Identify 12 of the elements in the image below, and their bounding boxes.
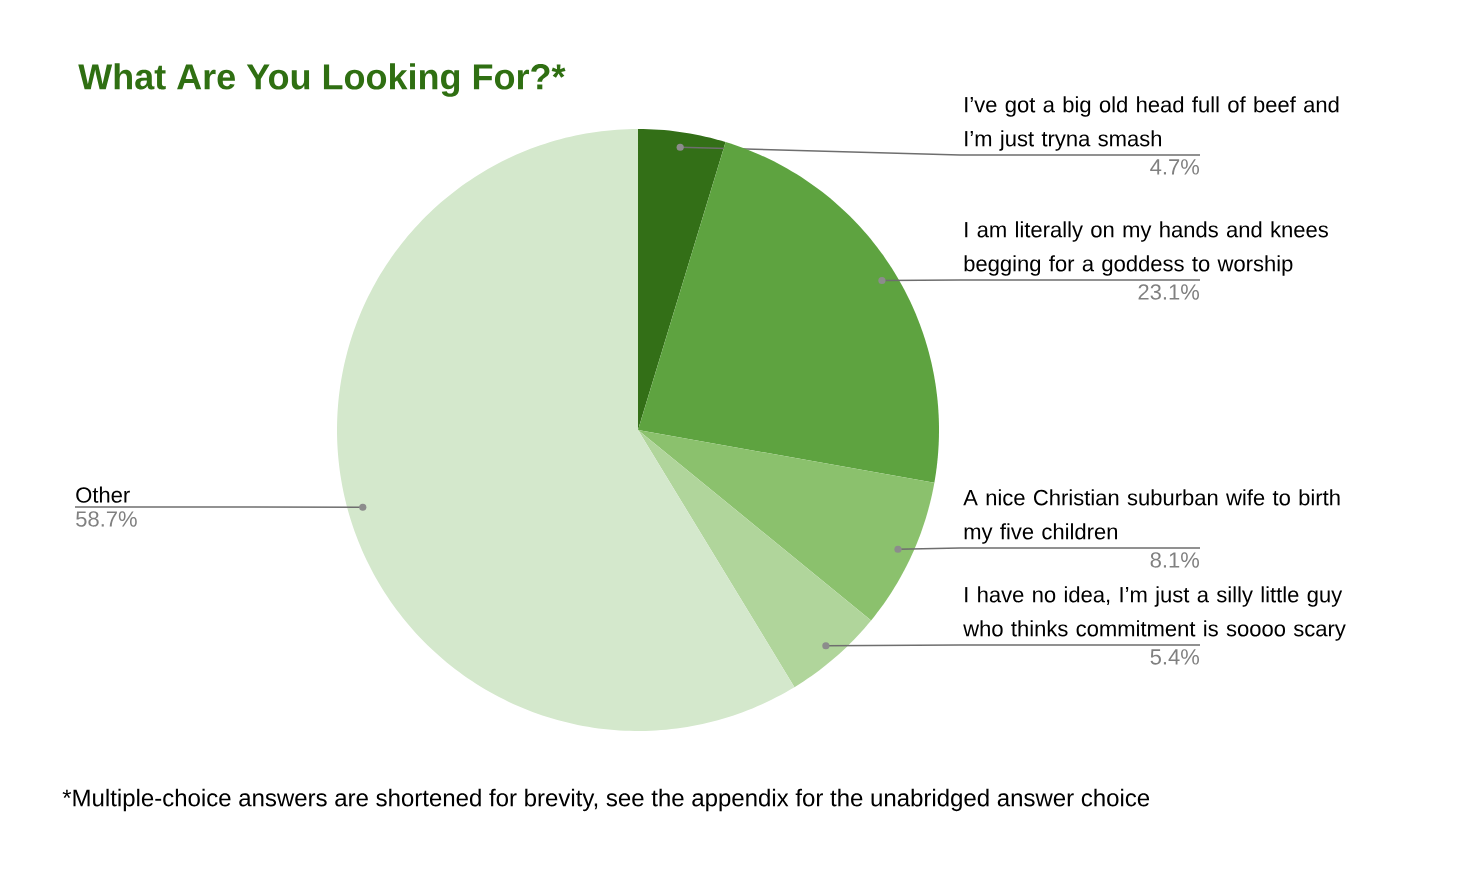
slice-label: I’ve got a big old head full of beef and I’m just tryna smash xyxy=(965,96,1339,151)
text: *Multiple-choice answers are shortened for brevity, see the appendix for the unabridged answer choice xyxy=(62,788,1150,812)
data-label: 8.1% xyxy=(1150,552,1200,568)
chart-title: What Are You Looking For?* xyxy=(78,63,566,97)
slice-label: A nice Christian suburban wife to birth my five children xyxy=(963,489,1340,544)
slice-label: Other xyxy=(76,486,130,503)
data-label: 5.4% xyxy=(1150,649,1200,665)
data-label: 58.7% xyxy=(76,511,137,527)
slice-label: I have no idea, I’m just a silly little guy who thinks commitment is soooo scary xyxy=(963,586,1346,641)
slice-label: I am literally on my hands and knees begging for a goddess to worship xyxy=(964,221,1328,276)
data-label: 23.1% xyxy=(1138,284,1200,300)
data-label: 4.7% xyxy=(1150,159,1200,175)
